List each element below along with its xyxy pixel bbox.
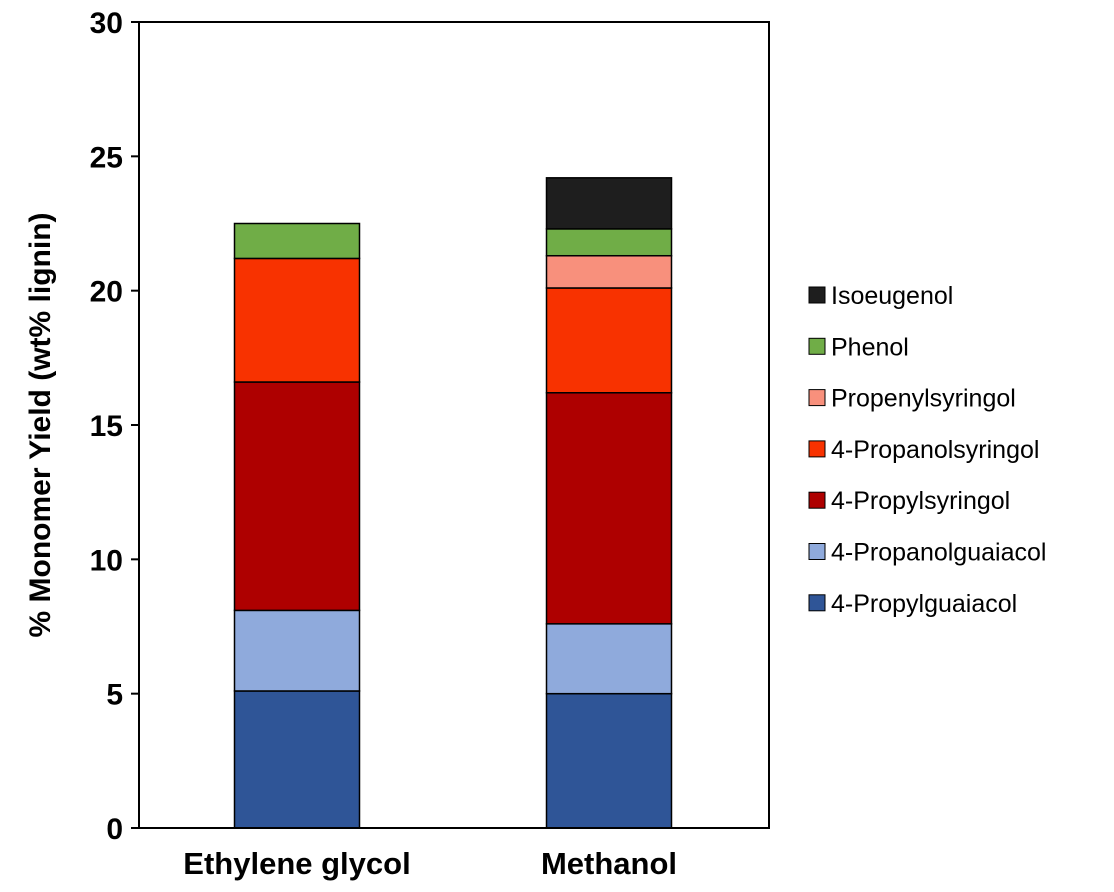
y-axis-title: % Monomer Yield (wt% lignin) (24, 212, 57, 637)
bar-segment (545, 254, 673, 289)
legend-label: Isoeugenol (831, 282, 953, 310)
bar-segment (233, 609, 361, 692)
x-category-label: Ethylene glycol (183, 846, 410, 881)
bar-segment (233, 690, 361, 829)
legend-swatch (808, 543, 826, 560)
legend-label: 4-Propanolguaiacol (831, 539, 1046, 567)
legend-swatch (808, 594, 826, 612)
bar-segment (545, 692, 673, 829)
y-tick-label: 30 (90, 7, 123, 40)
legend-swatch (808, 337, 826, 355)
y-tick-label: 0 (106, 813, 123, 846)
legend-label: 4-Propanolsyringol (831, 436, 1039, 464)
y-tick-label: 25 (90, 141, 123, 174)
x-axis: Ethylene glycol Methanol (183, 846, 677, 881)
legend-swatch (808, 389, 826, 407)
legend-swatch (808, 440, 826, 458)
bar-segment (545, 287, 673, 394)
bar-segment (233, 381, 361, 612)
legend-label: Phenol (831, 333, 909, 361)
legend-swatch (808, 491, 826, 509)
legend-label: 4-Propylguaiacol (831, 590, 1017, 618)
bar-segment (545, 392, 673, 625)
x-category-label: Methanol (541, 846, 677, 881)
bar-segment (233, 257, 361, 383)
bars-layer (233, 177, 673, 829)
legend-swatch (808, 286, 826, 304)
plot-area-frame (138, 21, 770, 829)
y-tick-label: 10 (90, 544, 123, 577)
legend-label: Propenylsyringol (831, 385, 1016, 413)
bar-segment (545, 623, 673, 695)
y-tick-label: 15 (90, 410, 123, 443)
y-tick-label: 5 (106, 679, 123, 712)
legend-label: 4-Propylsyringol (831, 487, 1010, 515)
y-tick-label: 20 (90, 276, 123, 309)
bar-segment (233, 222, 361, 260)
bar-segment (545, 177, 673, 230)
y-axis: 0 5 10 15 20 25 30 (90, 7, 139, 846)
bar-segment (545, 228, 673, 257)
legend: Isoeugenol Phenol Propenylsyringol 4-Propan… (808, 282, 1046, 618)
